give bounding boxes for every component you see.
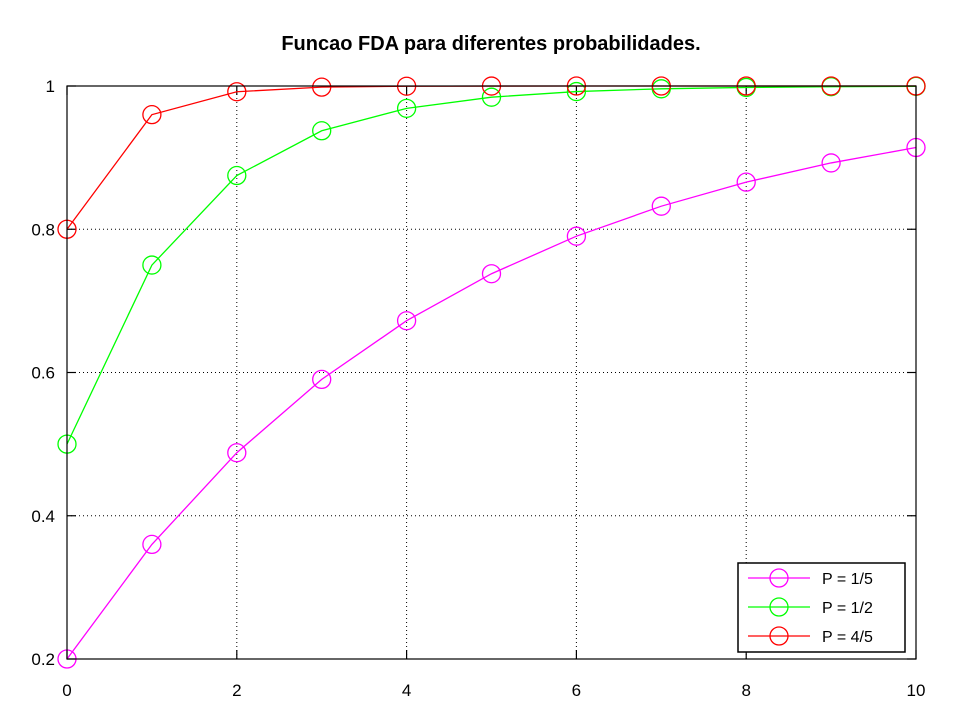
data-point — [566, 81, 587, 102]
y-tick-label: 0.2 — [31, 650, 55, 669]
series-1 — [57, 137, 926, 669]
x-tick-label: 8 — [741, 681, 750, 700]
legend-item: P = 4/5 — [748, 626, 873, 646]
y-tick-label: 0.4 — [31, 507, 55, 526]
legend-label: P = 1/5 — [822, 571, 873, 588]
legend-label: P = 1/2 — [822, 600, 873, 617]
data-point — [227, 443, 247, 463]
data-point — [481, 264, 502, 284]
data-point — [821, 153, 841, 173]
series-line — [66, 146, 917, 660]
x-tick-label: 0 — [62, 681, 71, 700]
legend-label: P = 4/5 — [822, 629, 873, 646]
series-line — [66, 85, 917, 445]
data-point — [736, 172, 756, 192]
legend-marker — [769, 626, 789, 646]
data-point — [227, 82, 247, 102]
plot-frame — [66, 85, 917, 660]
data-point — [481, 87, 502, 107]
data-point — [651, 196, 671, 216]
data-point — [396, 98, 417, 118]
x-tick-label: 2 — [232, 681, 241, 700]
legend-marker — [769, 568, 789, 588]
y-tick-label: 1 — [46, 77, 55, 96]
chart-title: Funcao FDA para diferentes probabilidade… — [281, 33, 700, 55]
data-point — [227, 165, 247, 186]
x-tick-label: 10 — [907, 681, 926, 700]
grid-lines — [67, 86, 916, 659]
legend-item: P = 1/2 — [748, 597, 873, 617]
y-tick-label: 0.6 — [31, 364, 55, 383]
y-tick-label: 0.8 — [31, 220, 55, 239]
x-tick-label: 6 — [572, 681, 581, 700]
data-point — [312, 121, 332, 141]
data-point — [142, 534, 162, 555]
data-point — [312, 77, 332, 97]
x-tick-label: 4 — [402, 681, 411, 700]
data-point — [142, 255, 162, 275]
legend-marker — [769, 597, 789, 617]
data-point — [566, 226, 587, 246]
legend: P = 1/5 P = 1/2 P = 4/5 — [737, 562, 906, 653]
legend-item: P = 1/5 — [748, 568, 873, 588]
data-point — [142, 105, 162, 125]
data-point — [312, 369, 332, 390]
data-point — [396, 311, 417, 331]
tick-labels: 0 2 4 6 8 10 0.2 0.4 0.6 0.8 1 — [31, 77, 925, 700]
